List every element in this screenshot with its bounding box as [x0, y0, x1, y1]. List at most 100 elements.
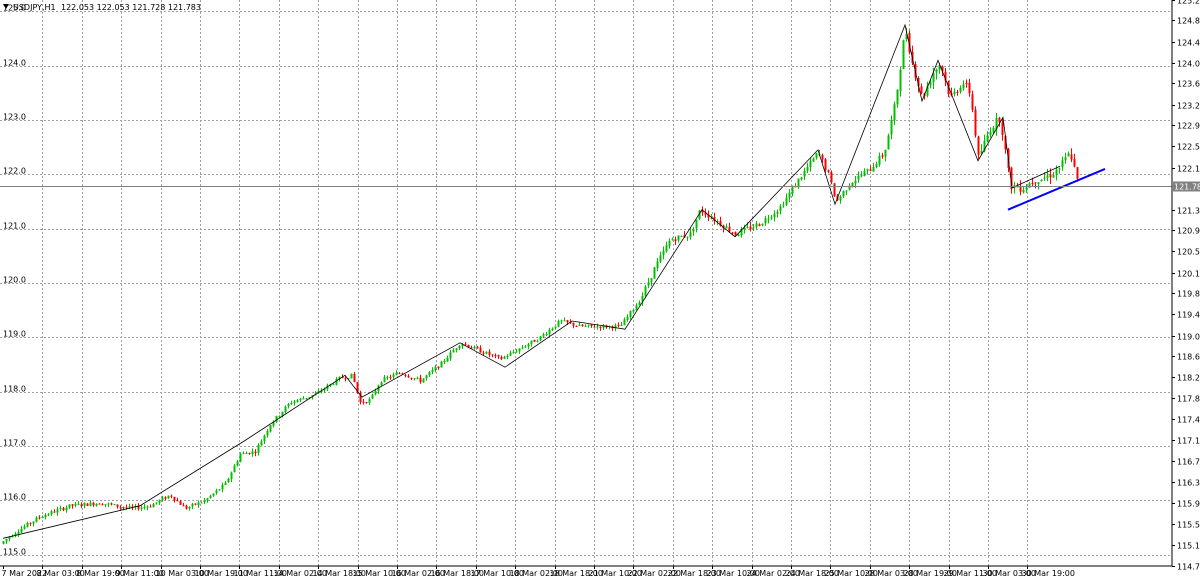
- candle-body: [920, 86, 923, 93]
- candle: [443, 358, 446, 365]
- candle-body: [296, 400, 299, 402]
- candle-body: [1025, 187, 1028, 190]
- candle-body: [944, 71, 947, 81]
- candle: [35, 516, 38, 523]
- candle-body: [716, 220, 719, 222]
- candle: [734, 231, 737, 237]
- candle: [536, 339, 539, 343]
- candle-body: [719, 220, 722, 226]
- candle: [749, 221, 752, 232]
- price-tick-label: 114.793: [1177, 563, 1200, 572]
- candle: [50, 509, 53, 516]
- candle-body: [221, 484, 224, 490]
- candle: [482, 350, 485, 356]
- candle: [992, 125, 995, 135]
- candle-body: [512, 351, 515, 353]
- candle-body: [755, 223, 758, 227]
- time-tick-label: 8 Mar 19:00: [77, 569, 125, 578]
- candle: [896, 89, 899, 108]
- candle-body: [965, 83, 968, 85]
- candle: [893, 101, 896, 126]
- time-tick-label: 24 Mar 18:00: [786, 569, 839, 578]
- candle-body: [65, 507, 68, 511]
- candle-body: [824, 159, 827, 171]
- candle: [326, 383, 329, 391]
- candle-body: [32, 521, 35, 524]
- support-trendline[interactable]: [1007, 168, 1106, 211]
- candle-body: [29, 522, 32, 524]
- candle-body: [155, 502, 158, 504]
- grid-price-label: 115.0: [3, 548, 26, 557]
- candle-body: [200, 502, 203, 504]
- time-tick-label: 22 Mar 18:00: [668, 569, 721, 578]
- candle: [1061, 156, 1064, 171]
- candle-body: [506, 356, 509, 358]
- candle-body: [122, 507, 125, 509]
- candle-body: [869, 169, 872, 171]
- candle-body: [848, 185, 851, 190]
- candle-body: [1022, 189, 1025, 193]
- candle-body: [494, 355, 497, 357]
- candle-body: [614, 325, 617, 329]
- price-tick-label: 120.583: [1177, 248, 1200, 257]
- candle-body: [743, 227, 746, 230]
- candle: [29, 522, 32, 526]
- candle: [908, 30, 911, 55]
- candle: [425, 374, 428, 381]
- candle-body: [854, 180, 857, 184]
- candle-body: [170, 495, 173, 497]
- candle: [392, 372, 395, 379]
- time-tick-label: 24 Mar 02:00: [747, 569, 800, 578]
- candle-body: [20, 528, 23, 533]
- candle-body: [404, 374, 407, 376]
- candle-body: [326, 385, 329, 390]
- candle-body: [1010, 167, 1013, 189]
- candle-body: [419, 377, 422, 383]
- candle: [743, 224, 746, 234]
- candle-body: [764, 218, 767, 224]
- candle-body: [5, 539, 8, 542]
- candle: [773, 210, 776, 222]
- candle: [350, 373, 353, 379]
- candle: [935, 68, 938, 80]
- candle-body: [116, 504, 119, 507]
- candle-body: [410, 377, 413, 379]
- candle-body: [980, 151, 983, 154]
- candle-body: [398, 373, 401, 375]
- candle-body: [344, 378, 347, 380]
- grid-price-label: 123.0: [3, 113, 26, 122]
- candle: [488, 349, 491, 358]
- candle-body: [332, 384, 335, 386]
- candle: [230, 471, 233, 483]
- candle-body: [35, 517, 38, 522]
- candle-body: [299, 398, 302, 400]
- candle: [551, 327, 554, 331]
- candle-body: [275, 416, 278, 422]
- candle-body: [290, 403, 293, 405]
- grid-price-label: 122.0: [3, 167, 26, 176]
- symbol-timeframe-label: USDJPY,H1: [13, 3, 56, 12]
- candle-body: [89, 502, 92, 506]
- candle: [248, 452, 251, 455]
- candle-body: [860, 175, 863, 177]
- candle-body: [941, 66, 944, 72]
- candle: [821, 153, 824, 164]
- candle-body: [347, 378, 350, 380]
- candle: [1049, 168, 1052, 185]
- candle-body: [794, 186, 797, 188]
- candle-body: [863, 171, 866, 176]
- candle: [245, 451, 248, 455]
- candle: [101, 503, 104, 506]
- candle: [956, 89, 959, 96]
- candle: [362, 399, 365, 405]
- candle-body: [422, 378, 425, 383]
- candle-body: [233, 465, 236, 473]
- candle: [434, 364, 437, 373]
- chevron-down-icon[interactable]: [3, 4, 9, 9]
- candle: [227, 477, 230, 483]
- candle: [680, 235, 683, 237]
- candle-body: [209, 495, 212, 498]
- candle: [164, 496, 167, 501]
- candle-body: [770, 217, 773, 219]
